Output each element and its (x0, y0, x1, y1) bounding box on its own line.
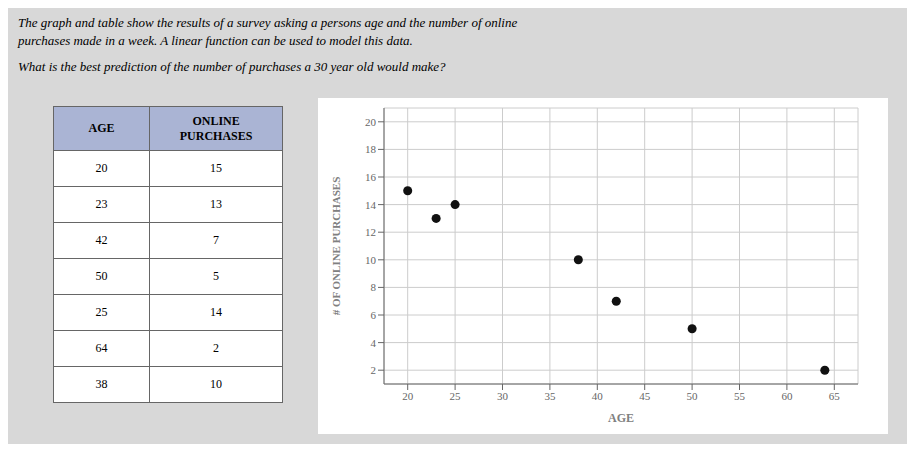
html-text:38: 38 (95, 377, 108, 391)
svg-text:30: 30 (497, 390, 509, 402)
html-text:25: 25 (95, 305, 108, 319)
svg-text:50: 50 (687, 390, 699, 402)
svg-text:14: 14 (365, 199, 377, 211)
svg-text:60: 60 (781, 390, 793, 402)
html-text:13: 13 (210, 197, 223, 211)
svg-text:65: 65 (829, 390, 841, 402)
html-text:23: 23 (95, 197, 108, 211)
svg-text:55: 55 (734, 390, 746, 402)
html-text:14: 14 (210, 305, 223, 319)
svg-text:2: 2 (371, 364, 377, 376)
html-text:What is the best prediction of: What is the best prediction of the numbe… (18, 59, 446, 74)
html-text:purchases made in a week. A li: purchases made in a week. A linear funct… (18, 33, 413, 48)
svg-text:40: 40 (592, 390, 604, 402)
html-text:64: 64 (95, 341, 108, 355)
html-text:7: 7 (213, 233, 220, 247)
html-text:5: 5 (213, 269, 220, 283)
svg-text:35: 35 (544, 390, 556, 402)
svg-text:20: 20 (365, 116, 377, 128)
html-text:50: 50 (95, 269, 108, 283)
svg-text:20: 20 (402, 390, 414, 402)
svg-text:8: 8 (371, 281, 377, 293)
html-text:15: 15 (210, 161, 223, 175)
svg-text:# OF ONLINE PURCHASES: # OF ONLINE PURCHASES (330, 177, 342, 316)
svg-text:16: 16 (365, 171, 377, 183)
html-text:42: 42 (95, 233, 108, 247)
html-text:AGE: AGE (88, 121, 115, 135)
html-text:2: 2 (213, 341, 220, 355)
svg-text:4: 4 (371, 337, 377, 349)
html-text:ONLINE: ONLINE (192, 113, 240, 128)
html-text:10: 10 (210, 377, 223, 391)
svg-text:45: 45 (639, 390, 651, 402)
svg-text:6: 6 (371, 309, 377, 321)
html-text:20: 20 (95, 161, 108, 175)
svg-text:25: 25 (450, 390, 462, 402)
svg-text:AGE: AGE (608, 411, 634, 425)
html-text:The graph and table show the r: The graph and table show the results of … (18, 15, 518, 30)
svg-text:10: 10 (365, 254, 377, 266)
svg-text:18: 18 (365, 143, 377, 155)
svg-text:12: 12 (365, 226, 376, 238)
html-text:PURCHASES: PURCHASES (179, 128, 253, 143)
